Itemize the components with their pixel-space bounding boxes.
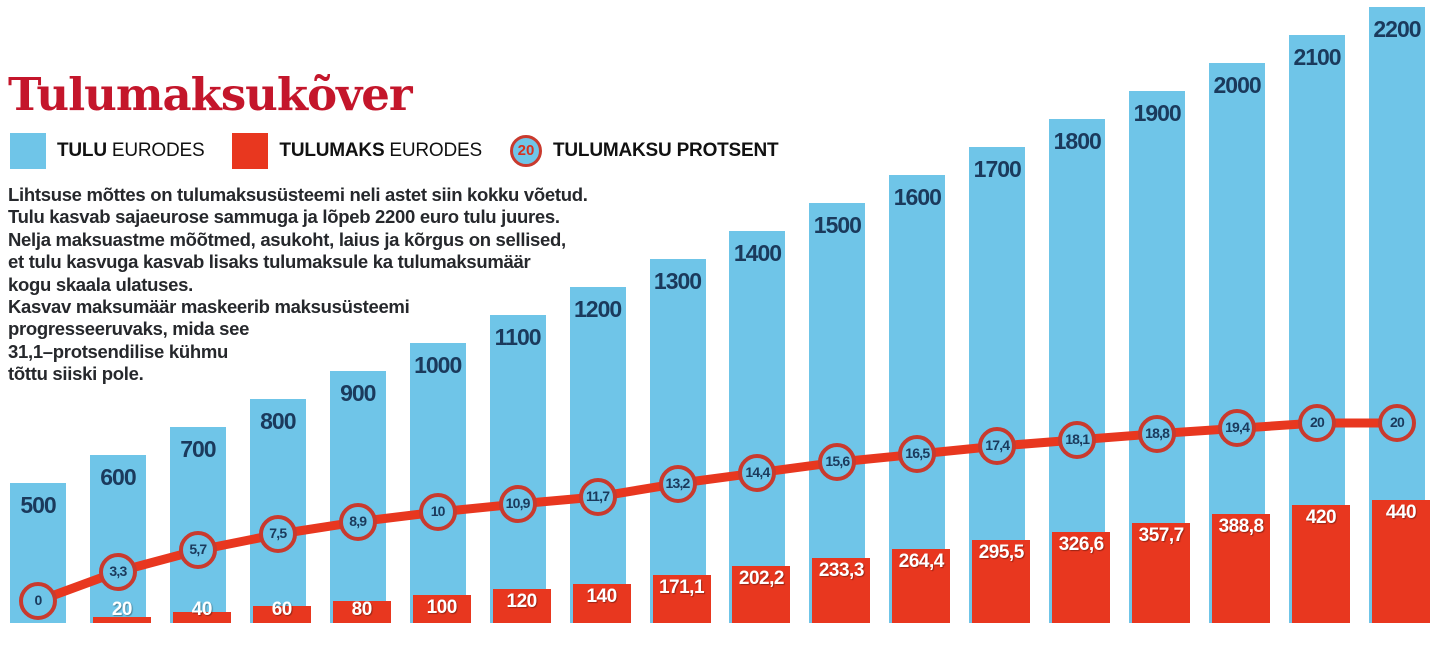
percent-point: 0	[19, 582, 57, 620]
percent-point: 10	[418, 493, 457, 531]
tax-bar-label: 100	[426, 597, 458, 618]
percent-point: 20	[1377, 404, 1416, 442]
tax-bar: 233,3	[812, 557, 871, 623]
tax-bar-label: 80	[351, 599, 373, 620]
income-bar-label: 1700	[973, 156, 1022, 182]
percent-point: 8,9	[338, 502, 377, 541]
income-bar: 800	[249, 399, 306, 623]
income-bar-label: 1200	[573, 296, 622, 322]
income-bar-label: 2200	[1373, 16, 1421, 42]
tax-bar: 295,5	[972, 540, 1031, 623]
income-bar-label: 700	[180, 436, 216, 462]
legend-percent-strong: TULUMAKSU PROTSENT	[552, 140, 779, 161]
income-bar-label: 1000	[414, 352, 462, 378]
income-bar-label: 2100	[1293, 44, 1341, 70]
percent-badge-icon: 20	[509, 135, 542, 167]
income-swatch-icon	[10, 133, 46, 169]
tax-bar-label: 326,6	[1058, 533, 1105, 555]
tax-bar: 440	[1371, 499, 1430, 623]
legend-label-income: TULU EURODES	[57, 140, 205, 162]
percent-point: 5,7	[178, 531, 217, 570]
tax-bar: 171,1	[652, 575, 711, 623]
tax-bar: 120	[492, 589, 551, 623]
income-bar-label: 2000	[1213, 72, 1262, 98]
percent-point: 3,3	[98, 552, 137, 591]
tax-bar-label: 420	[1305, 507, 1337, 529]
description-line: kogu skaala ulatuses.	[8, 273, 193, 295]
legend-item-percent: 20 TULUMAKSU PROTSENT	[509, 135, 779, 167]
chart-title: Tulumaksukõver	[8, 68, 413, 121]
legend-income-rest: EURODES	[111, 140, 205, 161]
tax-bar-label: 233,3	[818, 559, 865, 581]
income-bar: 1300	[649, 259, 706, 623]
percent-point: 18,8	[1138, 414, 1177, 453]
legend-label-percent: TULUMAKSU PROTSENT	[552, 140, 779, 162]
percent-point: 10,9	[498, 484, 537, 523]
tax-bar: 326,6	[1052, 531, 1111, 623]
tax-bar: 40	[172, 599, 231, 623]
income-bar-label: 1800	[1053, 128, 1102, 154]
income-bar-label: 1300	[653, 268, 702, 294]
legend-income-strong: TULU	[57, 140, 107, 161]
tax-bar: 202,2	[732, 566, 791, 623]
income-bar-label: 500	[20, 492, 56, 518]
description-line: Kasvav maksumäär maskeerib maksusüsteemi	[8, 296, 410, 318]
tax-bar: 60	[252, 599, 311, 623]
description-line: Tulu kasvab sajaeurose sammuga ja lõpeb …	[8, 206, 560, 228]
tax-bar-label: 120	[506, 591, 538, 613]
income-bar-label: 900	[340, 380, 376, 406]
percent-point: 18,1	[1058, 420, 1097, 459]
tax-bar: 80	[332, 599, 391, 623]
percent-line-path	[33, 418, 1402, 606]
income-bar-label: 600	[100, 464, 136, 490]
income-bar-label: 1500	[813, 212, 862, 238]
legend-item-tax: TULUMAKS EURODES	[232, 133, 482, 169]
legend-tax-strong: TULUMAKS	[279, 140, 385, 161]
description-line: et tulu kasvuga kasvab lisaks tulumaksul…	[8, 251, 531, 273]
percent-point: 20	[1298, 404, 1337, 442]
tax-bar: 388,8	[1212, 514, 1271, 623]
description: Lihtsuse mõttes on tulumaksusüsteemi nel…	[8, 184, 648, 386]
income-bar-label: 800	[260, 408, 296, 434]
tax-bar-label: 357,7	[1138, 524, 1185, 546]
tax-bar-label: 40	[191, 599, 213, 620]
income-bar: 1400	[729, 231, 786, 623]
tax-bar: 357,7	[1132, 522, 1191, 623]
tax-bar-label: 171,1	[658, 577, 705, 599]
income-bar: 700	[169, 427, 226, 623]
legend-label-tax: TULUMAKS EURODES	[279, 140, 482, 162]
legend: TULU EURODES TULUMAKS EURODES 20 TULUMAKSU…	[10, 133, 779, 169]
percent-point: 11,7	[578, 477, 617, 516]
description-line: Nelja maksuastme mõõtmed, asukoht, laius…	[8, 228, 566, 250]
income-bar-label: 1900	[1133, 100, 1182, 126]
legend-tax-rest: EURODES	[389, 140, 482, 161]
description-line: progresseeruvaks, mida see	[8, 318, 250, 340]
percent-point: 13,2	[658, 464, 697, 503]
tax-bar: 100	[412, 595, 471, 623]
income-bar-label: 1600	[893, 184, 942, 210]
tax-bar-label: 388,8	[1218, 516, 1265, 538]
income-bar: 900	[329, 371, 386, 623]
tax-bar-label: 140	[586, 585, 617, 607]
tax-bar-label: 202,2	[738, 568, 785, 590]
tax-bar-label: 60	[271, 599, 293, 620]
income-bar-label: 1100	[494, 324, 542, 350]
description-line: Lihtsuse mõttes on tulumaksusüsteemi nel…	[8, 184, 588, 205]
tax-bar: 264,4	[892, 548, 951, 623]
tax-bar-label: 295,5	[978, 542, 1025, 564]
tax-swatch-icon	[232, 133, 269, 169]
description-line: tõttu siiski pole.	[8, 363, 144, 385]
description-line: 31,1–protsendilise kühmu	[8, 340, 229, 362]
tax-bar-label: 264,4	[898, 550, 945, 572]
tax-bar-label: 440	[1385, 501, 1417, 523]
income-bar: 600	[89, 455, 146, 623]
legend-item-income: TULU EURODES	[10, 133, 205, 169]
tax-bar-label: 20	[111, 599, 133, 620]
tax-bar: 140	[572, 583, 631, 623]
income-bar-label: 1400	[733, 240, 782, 266]
tax-bar: 420	[1292, 505, 1351, 623]
percent-point: 7,5	[258, 515, 297, 554]
tax-bar: 20	[92, 599, 151, 623]
